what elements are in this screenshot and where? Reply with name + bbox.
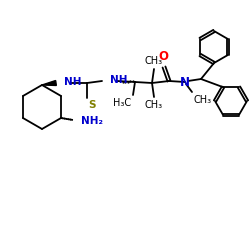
Text: NH: NH — [64, 77, 82, 87]
Polygon shape — [42, 80, 56, 86]
Text: N: N — [180, 76, 190, 88]
Text: NH₂: NH₂ — [81, 116, 103, 126]
Text: O: O — [158, 50, 168, 63]
Text: CH₃: CH₃ — [194, 95, 212, 105]
Text: CH₃: CH₃ — [145, 56, 163, 66]
Text: H₃C: H₃C — [113, 98, 131, 108]
Text: NH: NH — [110, 75, 128, 85]
Text: CH₃: CH₃ — [145, 100, 163, 110]
Text: S: S — [88, 100, 96, 110]
